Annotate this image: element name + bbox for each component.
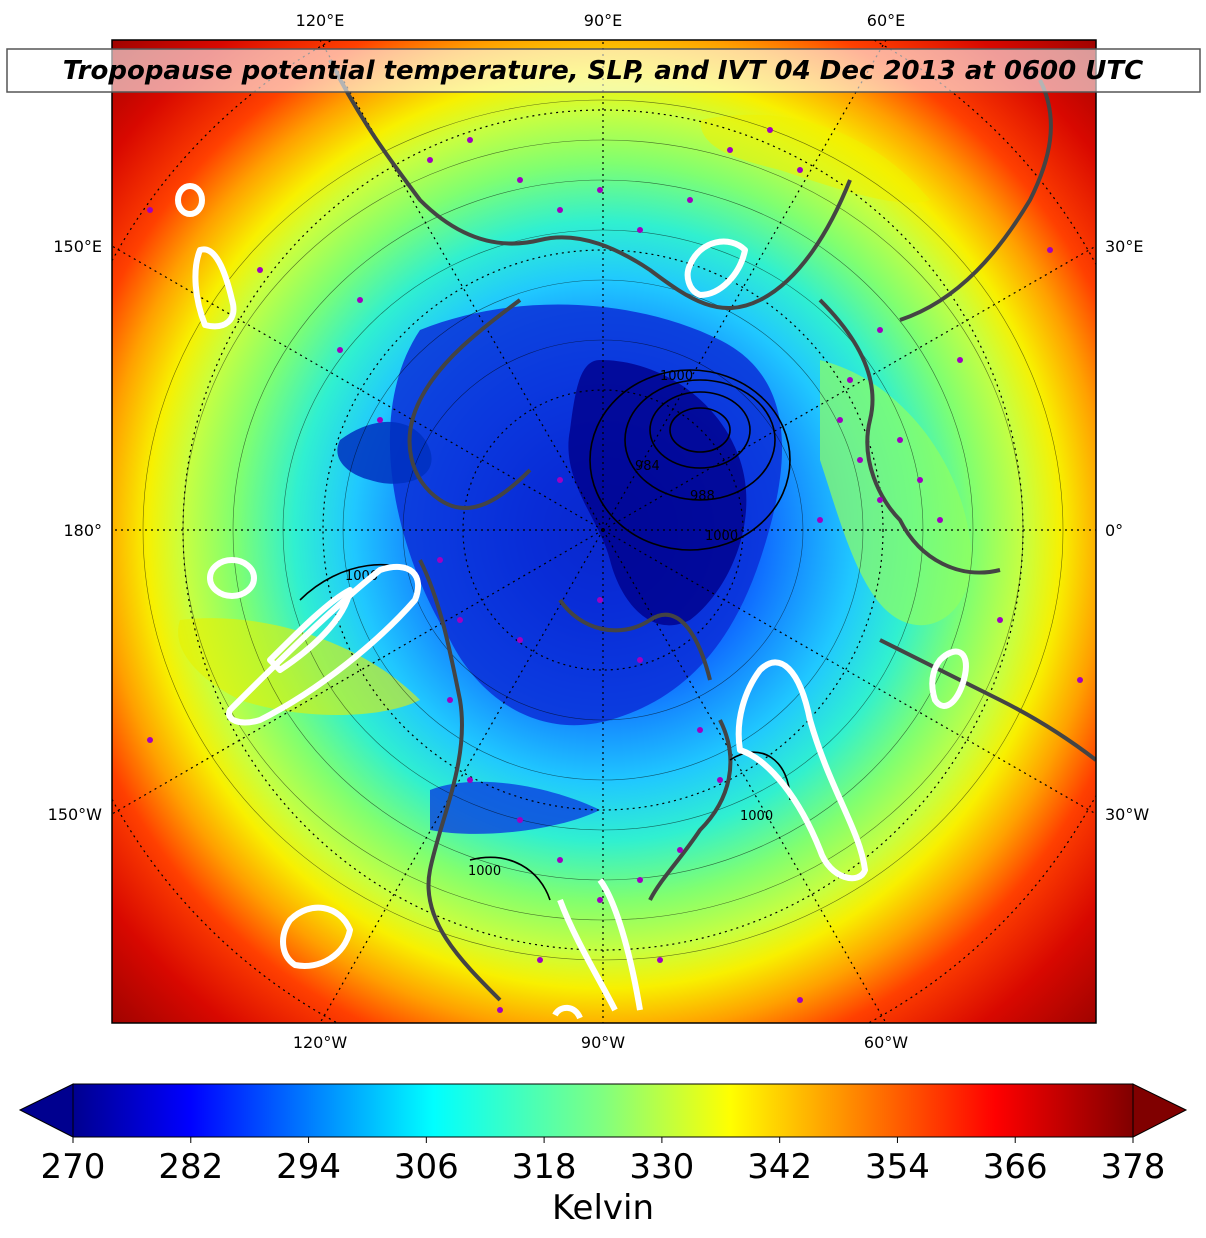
lon-label-right: 0° (1105, 521, 1123, 540)
deep-cold-core (568, 360, 747, 626)
slp-label: 1000 (468, 864, 501, 879)
ivt-contours (175, 183, 969, 1020)
lon-label-bottom: 90°W (581, 1033, 625, 1052)
colorbar-tick-label: 354 (865, 1147, 930, 1187)
slp-label: 1000 (705, 529, 738, 544)
colorbar-extend-min (18, 1083, 74, 1138)
colorbar-ticks: 270 282 294 306 318 330 342 354 366 378 (41, 1137, 1166, 1187)
lon-label-bottom: 60°W (864, 1033, 908, 1052)
lon-label-left: 150°W (48, 805, 103, 824)
yellow-ridge-north (700, 114, 930, 203)
colorbar-gradient (73, 1084, 1133, 1137)
slp-label: 984 (635, 459, 660, 474)
coastlines (328, 59, 1096, 1002)
colorbar-tick-label: 294 (276, 1147, 341, 1187)
slp-label: 988 (690, 489, 715, 504)
lon-label-right: 30°E (1105, 237, 1143, 256)
lon-label-right: 30°W (1105, 805, 1149, 824)
slp-contours (299, 369, 791, 901)
colorbar-unit-label: Kelvin (552, 1188, 654, 1228)
colorbar-tick-label: 366 (983, 1147, 1048, 1187)
lon-label-top: 120°E (296, 11, 345, 30)
lon-label-left: 180° (63, 521, 102, 540)
colorbar-tick-label: 282 (158, 1147, 223, 1187)
colorbar: 270 282 294 306 318 330 342 354 366 378 Kelvin (18, 1083, 1188, 1228)
cold-trough-south (430, 781, 600, 834)
lon-label-top: 60°E (867, 11, 905, 30)
map-title: Tropopause potential temperature, SLP, a… (63, 56, 1143, 86)
colorbar-tick-label: 342 (747, 1147, 812, 1187)
station-markers (147, 127, 1083, 1013)
slp-label: 1000 (660, 369, 693, 384)
map-frame (111, 39, 1097, 1024)
lon-label-bottom: 120°W (293, 1033, 348, 1052)
map-area: 1000 984 988 1000 1000 1000 1000 (112, 40, 1096, 1023)
lon-label-left: 150°E (53, 237, 102, 256)
colorbar-extend-max (1132, 1083, 1188, 1138)
yellow-ridge-southwest (178, 618, 420, 715)
colorbar-tick-label: 306 (394, 1147, 459, 1187)
colorbar-tick-label: 330 (629, 1147, 694, 1187)
colorbar-tick-label: 270 (41, 1147, 106, 1187)
colorbar-tick-label: 318 (512, 1147, 577, 1187)
colorbar-frame (72, 1083, 1134, 1138)
title-box (6, 48, 1201, 93)
colorbar-tick-label: 378 (1101, 1147, 1166, 1187)
theta-contours (142, 99, 1064, 961)
lon-label-top: 90°E (584, 11, 622, 30)
slp-label: 1000 (740, 809, 773, 824)
